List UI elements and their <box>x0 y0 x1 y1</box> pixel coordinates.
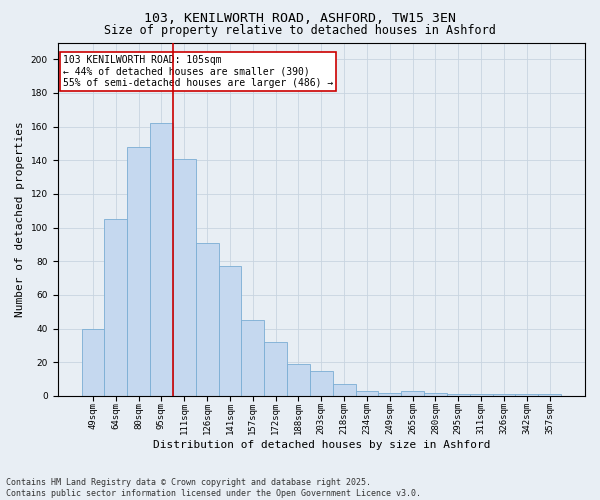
Text: Contains HM Land Registry data © Crown copyright and database right 2025.
Contai: Contains HM Land Registry data © Crown c… <box>6 478 421 498</box>
Bar <box>104 219 127 396</box>
Bar <box>310 370 332 396</box>
Bar <box>424 392 447 396</box>
Bar <box>196 243 218 396</box>
Bar <box>379 392 401 396</box>
Bar <box>150 124 173 396</box>
Bar <box>173 158 196 396</box>
Bar <box>493 394 515 396</box>
Bar <box>447 394 470 396</box>
Bar <box>218 266 241 396</box>
Bar <box>264 342 287 396</box>
X-axis label: Distribution of detached houses by size in Ashford: Distribution of detached houses by size … <box>152 440 490 450</box>
Bar <box>287 364 310 396</box>
Bar <box>332 384 356 396</box>
Bar <box>401 391 424 396</box>
Bar <box>241 320 264 396</box>
Bar <box>127 147 150 396</box>
Bar <box>356 391 379 396</box>
Text: 103, KENILWORTH ROAD, ASHFORD, TW15 3EN: 103, KENILWORTH ROAD, ASHFORD, TW15 3EN <box>144 12 456 24</box>
Bar <box>538 394 561 396</box>
Bar <box>515 394 538 396</box>
Bar <box>82 328 104 396</box>
Y-axis label: Number of detached properties: Number of detached properties <box>15 122 25 317</box>
Bar <box>470 394 493 396</box>
Text: 103 KENILWORTH ROAD: 105sqm
← 44% of detached houses are smaller (390)
55% of se: 103 KENILWORTH ROAD: 105sqm ← 44% of det… <box>63 55 333 88</box>
Text: Size of property relative to detached houses in Ashford: Size of property relative to detached ho… <box>104 24 496 37</box>
